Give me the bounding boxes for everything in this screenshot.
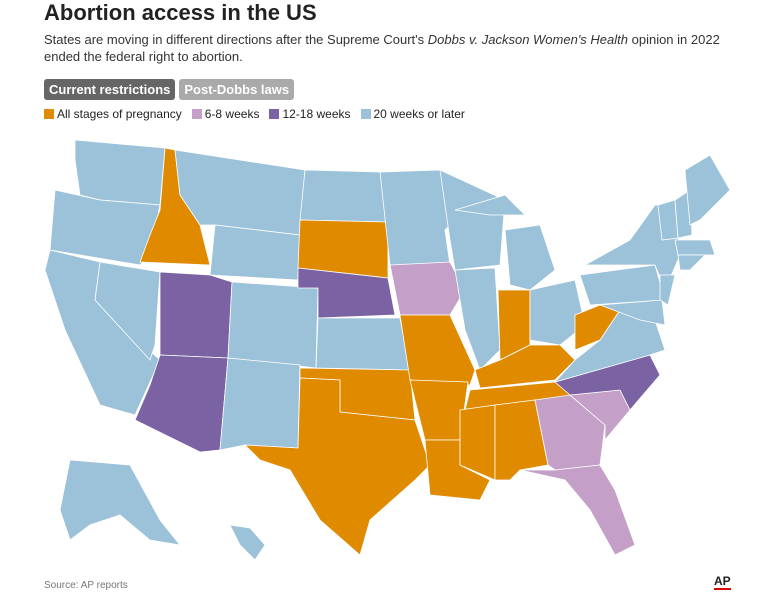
state [74,139,166,206]
state [299,169,389,223]
legend-label: 6-8 weeks [204,107,260,121]
state [227,281,319,369]
us-map [44,139,731,561]
states [44,139,731,561]
legend-swatch [44,109,54,119]
source: Source: AP reports [44,580,128,591]
state [674,239,716,256]
legend-item: 20 weeks or later [360,107,465,121]
state [677,254,706,271]
state [399,314,476,386]
legend: All stages of pregnancy 6-8 weeks 12-18 we… [44,107,465,121]
state [459,404,496,481]
state [315,317,411,371]
subtitle-case: Dobbs v. Jackson Women's Health [427,32,628,47]
state [229,524,266,561]
state [219,357,301,451]
legend-label: All stages of pregnancy [57,107,182,121]
legend-swatch [360,109,371,119]
state [454,194,526,216]
legend-label: 12-18 weeks [282,107,351,121]
legend-item: 12-18 weeks [269,107,351,121]
legend-swatch [191,109,202,119]
subtitle-text: States are moving in different direction… [44,32,428,47]
subtitle: States are moving in different direction… [44,31,734,65]
state [94,261,161,361]
title: Abortion access in the US [44,0,317,25]
legend-item: All stages of pregnancy [44,107,182,121]
state [243,377,431,556]
state [599,299,666,326]
state [439,169,506,271]
state [159,271,233,359]
legend-swatch [269,109,280,119]
state [59,459,181,546]
state [454,267,501,371]
state [504,224,556,291]
state [474,344,576,389]
legend-label: 20 weeks or later [373,107,465,121]
state [657,199,679,241]
legend-item: 6-8 weeks [191,107,260,121]
state [529,279,586,346]
subtitle-text: opinion in 2022 ended the federal right … [44,32,720,64]
state [519,464,636,556]
tab[interactable]: Post-Dobbs laws [179,79,295,100]
logo: AP [714,574,731,590]
state [684,154,731,226]
tabs: Current restrictions Post-Dobbs laws [44,79,295,100]
state [209,224,301,281]
tab[interactable]: Current restrictions [44,79,176,100]
state [579,264,666,306]
state [659,274,676,306]
state [389,261,466,316]
